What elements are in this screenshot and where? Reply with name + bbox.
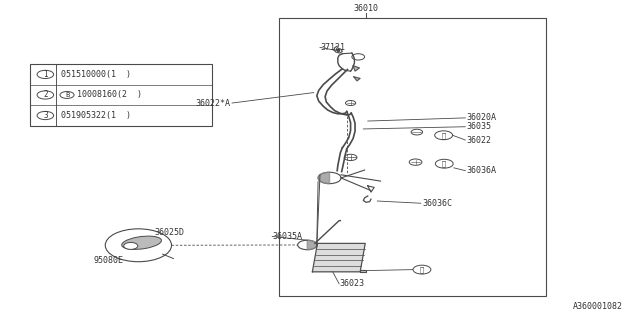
- Text: 36023: 36023: [339, 279, 364, 288]
- Circle shape: [60, 92, 74, 99]
- Circle shape: [298, 240, 317, 250]
- Text: A360001082: A360001082: [573, 302, 623, 311]
- Text: 36025D: 36025D: [154, 228, 184, 237]
- Polygon shape: [354, 77, 360, 81]
- Circle shape: [37, 91, 54, 99]
- Polygon shape: [353, 66, 360, 71]
- Circle shape: [124, 243, 138, 249]
- Text: 3: 3: [43, 111, 47, 120]
- Text: 051510000(1  ): 051510000(1 ): [61, 70, 131, 79]
- Circle shape: [411, 129, 422, 135]
- Circle shape: [435, 159, 453, 168]
- Circle shape: [344, 154, 357, 161]
- Circle shape: [37, 111, 54, 120]
- Circle shape: [352, 54, 365, 60]
- Text: 36010: 36010: [353, 4, 378, 12]
- Polygon shape: [312, 244, 365, 272]
- Text: 10008160(2  ): 10008160(2 ): [77, 91, 141, 100]
- Polygon shape: [360, 270, 366, 272]
- Polygon shape: [318, 172, 330, 184]
- Text: ①: ①: [442, 132, 445, 139]
- Text: 36022*A: 36022*A: [196, 99, 231, 108]
- Text: B: B: [65, 92, 69, 98]
- Circle shape: [105, 229, 172, 262]
- Polygon shape: [307, 240, 317, 250]
- Bar: [278, 18, 546, 297]
- Text: 36036C: 36036C: [422, 199, 452, 208]
- Ellipse shape: [122, 236, 161, 249]
- Circle shape: [409, 159, 422, 165]
- Text: 051905322(1  ): 051905322(1 ): [61, 111, 131, 120]
- Circle shape: [435, 131, 452, 140]
- Text: ②: ②: [442, 160, 446, 167]
- Text: 36036A: 36036A: [467, 166, 497, 175]
- Circle shape: [318, 172, 341, 184]
- Circle shape: [346, 100, 356, 106]
- Text: 95080E: 95080E: [94, 256, 124, 265]
- Bar: [30, 64, 212, 126]
- Text: ③: ③: [420, 266, 424, 273]
- Circle shape: [37, 70, 54, 78]
- Text: 36035A: 36035A: [272, 232, 302, 241]
- Circle shape: [413, 265, 431, 274]
- Text: 1: 1: [43, 70, 47, 79]
- Text: 36022: 36022: [467, 135, 492, 145]
- Text: 36020A: 36020A: [467, 113, 497, 122]
- Text: 36035: 36035: [467, 122, 492, 131]
- Text: 2: 2: [43, 91, 47, 100]
- Text: 37121: 37121: [320, 43, 345, 52]
